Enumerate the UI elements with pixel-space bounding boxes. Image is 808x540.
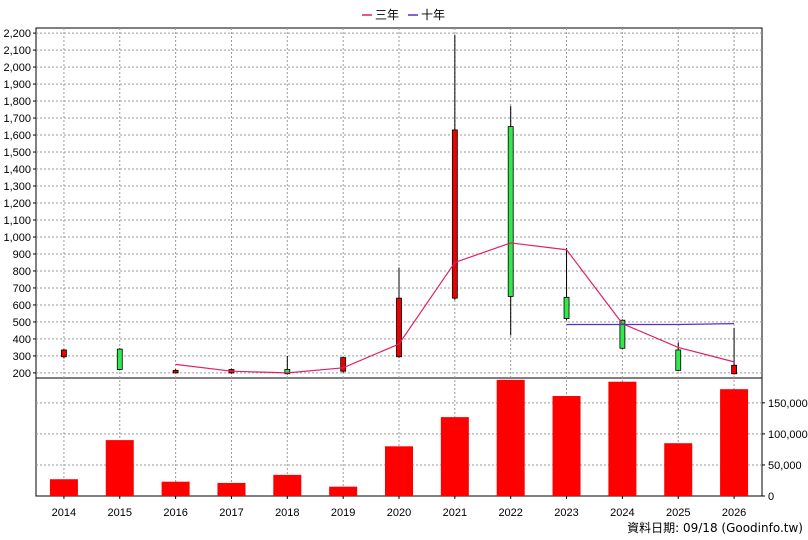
volume-tick-label: 150,000	[768, 398, 808, 410]
price-tick-label: 600	[13, 300, 31, 312]
legend: 三年 十年	[362, 8, 445, 22]
x-tick-label: 2025	[666, 507, 690, 519]
candle-body-down	[340, 357, 347, 372]
x-tick-label: 2015	[108, 507, 132, 519]
price-tick-label: 1,000	[3, 232, 31, 244]
price-tick-label: 1,500	[3, 147, 31, 159]
x-tick-label: 2014	[52, 507, 76, 519]
x-tick-label: 2022	[498, 507, 522, 519]
price-tick-label: 1,400	[3, 164, 31, 176]
data-date-credit: 資料日期: 09/18 (Goodinfo.tw)	[627, 521, 803, 535]
volume-bar	[440, 417, 469, 496]
price-tick-label: 2,100	[3, 45, 31, 57]
volume-bar	[161, 481, 190, 496]
x-tick-label: 2017	[219, 507, 243, 519]
candle-body-down	[61, 349, 67, 358]
price-tick-label: 500	[13, 317, 31, 329]
price-tick-label: 800	[13, 266, 31, 278]
volume-tick-label: 50,000	[768, 460, 802, 472]
price-tick-label: 1,900	[3, 79, 31, 91]
candle-body-up	[563, 296, 570, 319]
volume-bar	[49, 479, 78, 496]
volume-bar	[552, 396, 581, 496]
candle-body-up	[116, 348, 123, 370]
x-tick-label: 2026	[722, 507, 746, 519]
candle-body-up	[675, 349, 682, 371]
volume-bar	[385, 446, 413, 496]
price-tick-label: 1,200	[3, 198, 31, 210]
x-tick-label: 2019	[331, 507, 355, 519]
legend-label-three-year: 三年	[375, 8, 399, 22]
volume-tick-label: 0	[768, 491, 774, 503]
price-tick-label: 1,700	[3, 113, 31, 125]
volume-bar	[720, 389, 749, 496]
candle-body-down	[172, 369, 179, 374]
candle-body-down	[451, 129, 458, 299]
volume-bar	[273, 474, 302, 496]
price-tick-label: 900	[13, 249, 31, 261]
volume-bar	[608, 381, 637, 496]
x-tick-label: 2020	[387, 507, 411, 519]
price-tick-label: 1,100	[3, 215, 31, 227]
x-tick-label: 2018	[275, 507, 299, 519]
x-tick-label: 2023	[554, 507, 578, 519]
candle-body-up	[507, 126, 514, 297]
volume-bar	[664, 443, 693, 496]
price-tick-label: 1,600	[3, 130, 31, 142]
x-tick-label: 2016	[163, 507, 187, 519]
price-tick-label: 1,300	[3, 181, 31, 193]
volume-bar	[105, 440, 134, 496]
candle-body-up	[619, 319, 626, 349]
volume-bar	[217, 482, 246, 496]
price-tick-label: 1,800	[3, 96, 31, 108]
volume-tick-label: 100,000	[768, 429, 808, 441]
x-tick-label: 2021	[443, 507, 467, 519]
volume-bar	[329, 486, 358, 496]
three-year-line	[175, 242, 735, 374]
average-lines	[175, 242, 735, 374]
volume-bars	[49, 379, 749, 496]
price-tick-label: 2,200	[3, 28, 31, 40]
candle-body-up	[284, 369, 291, 375]
price-tick-label: 2,000	[3, 62, 31, 74]
grid-layer	[36, 28, 762, 496]
volume-bar	[496, 379, 525, 496]
price-tick-label: 300	[13, 351, 31, 363]
axis-labels: 200 300 400 500 600 700 800 900 1,000 1,100 1,200 1…	[3, 28, 807, 519]
candlesticks	[61, 34, 737, 375]
price-tick-label: 700	[13, 283, 31, 295]
ten-year-line	[566, 323, 735, 326]
price-tick-label: 400	[13, 334, 31, 346]
candle-body-down	[396, 297, 402, 358]
x-tick-label: 2024	[610, 507, 634, 519]
candle-body-down	[731, 364, 737, 375]
legend-label-ten-year: 十年	[421, 8, 445, 22]
price-tick-label: 200	[13, 368, 31, 380]
